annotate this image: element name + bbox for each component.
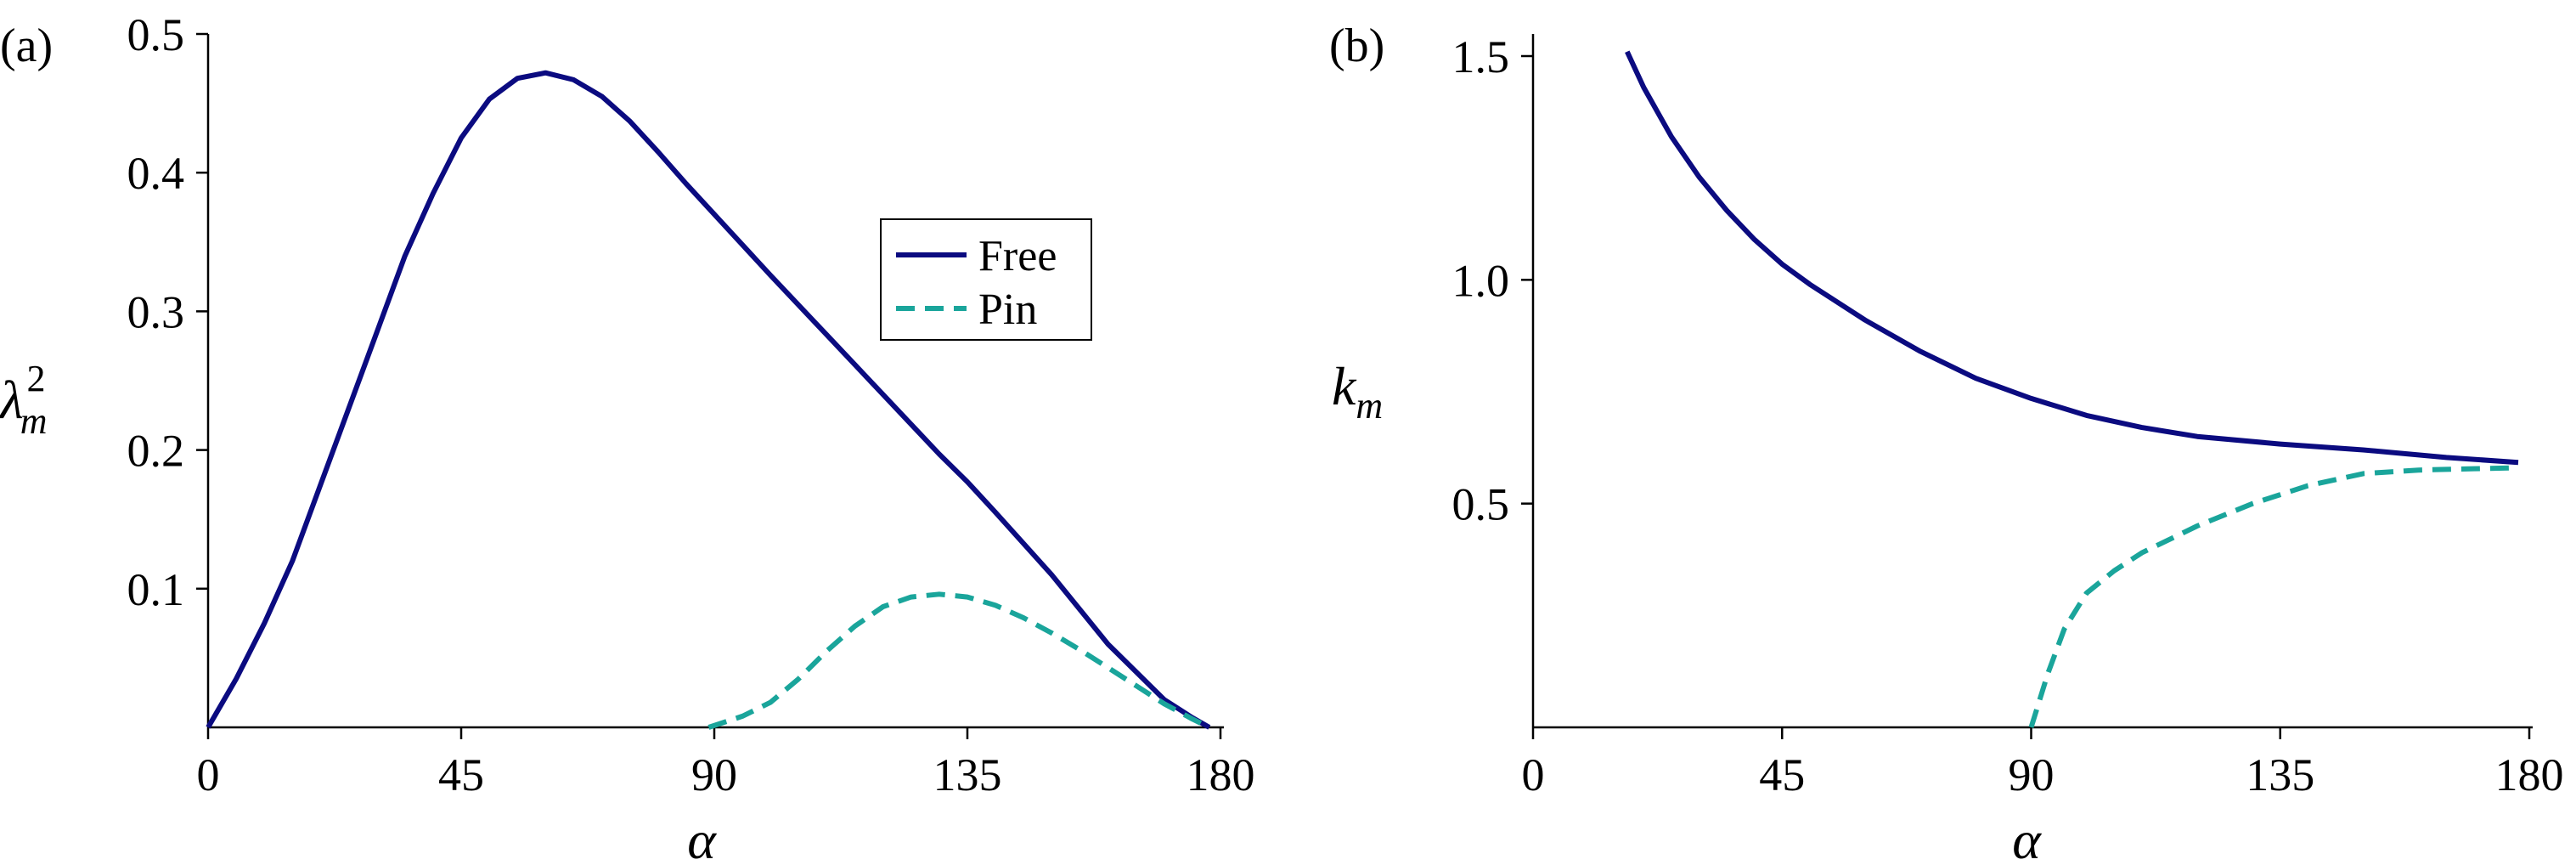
panel-b-x-tick-label: 180 xyxy=(2495,749,2564,800)
panel-a-xlabel: α xyxy=(687,810,717,865)
panel-b-ylabel-base: k xyxy=(1332,356,1357,416)
panel-b-series-free-line xyxy=(1625,50,2519,466)
legend-free-label: Free xyxy=(978,232,1057,280)
panel-b-x-tick-label: 90 xyxy=(2009,749,2055,800)
panel-b-ylabel-sub: m xyxy=(1356,385,1383,427)
panel-a-y-tick-label: 0.1 xyxy=(127,564,185,615)
panel-b-x-tick-label: 0 xyxy=(1522,749,1545,800)
panel-a-ylabel-sub: m xyxy=(20,400,48,442)
panel-a-label: (a) xyxy=(0,20,53,72)
panel-a: (a) α λm2 Free Pin 0 45 90 135 180 0.1 0.2 0.3 0… xyxy=(0,9,1255,865)
panel-a-ylabel-sup: 2 xyxy=(27,358,46,399)
panel-b-x-tick-label: 135 xyxy=(2246,749,2314,800)
panel-a-ylabel-base: λ xyxy=(0,370,24,430)
panel-a-x-tick-label: 0 xyxy=(197,749,220,800)
panel-b-label: (b) xyxy=(1329,20,1384,72)
panel-b-y-tick-label: 0.5 xyxy=(1452,479,1510,530)
panel-a-x-tick-label: 180 xyxy=(1187,749,1255,800)
panel-a-y-tick-label: 0.4 xyxy=(127,148,185,199)
legend: Free Pin xyxy=(880,218,1092,341)
legend-pin-label: Pin xyxy=(978,286,1037,334)
panel-b-y-tick-label: 1.5 xyxy=(1452,31,1510,82)
legend-box xyxy=(880,218,1092,341)
panel-a-ylabel: λm2 xyxy=(0,358,48,442)
panel-b-x-tick-label: 45 xyxy=(1759,749,1805,800)
panel-b-ylabel: km xyxy=(1332,356,1383,427)
panel-a-y-tick-label: 0.3 xyxy=(127,286,185,337)
panel-a-series-free-line xyxy=(206,70,1211,730)
panel-b: (b) α km 0 45 90 135 180 0.5 1.0 1.5 xyxy=(1329,20,2564,865)
panel-a-x-tick-label: 90 xyxy=(691,749,737,800)
panel-a-series-pin-line xyxy=(707,591,1211,730)
panel-a-y-tick-label: 0.5 xyxy=(127,9,185,60)
panel-a-x-tick-label: 45 xyxy=(438,749,484,800)
panel-a-y-tick-label: 0.2 xyxy=(127,426,185,477)
panel-b-xlabel: α xyxy=(2012,810,2042,865)
panel-b-series-pin-line xyxy=(2028,465,2519,728)
panel-a-x-tick-label: 135 xyxy=(933,749,1002,800)
panel-b-y-tick-label: 1.0 xyxy=(1452,255,1510,306)
